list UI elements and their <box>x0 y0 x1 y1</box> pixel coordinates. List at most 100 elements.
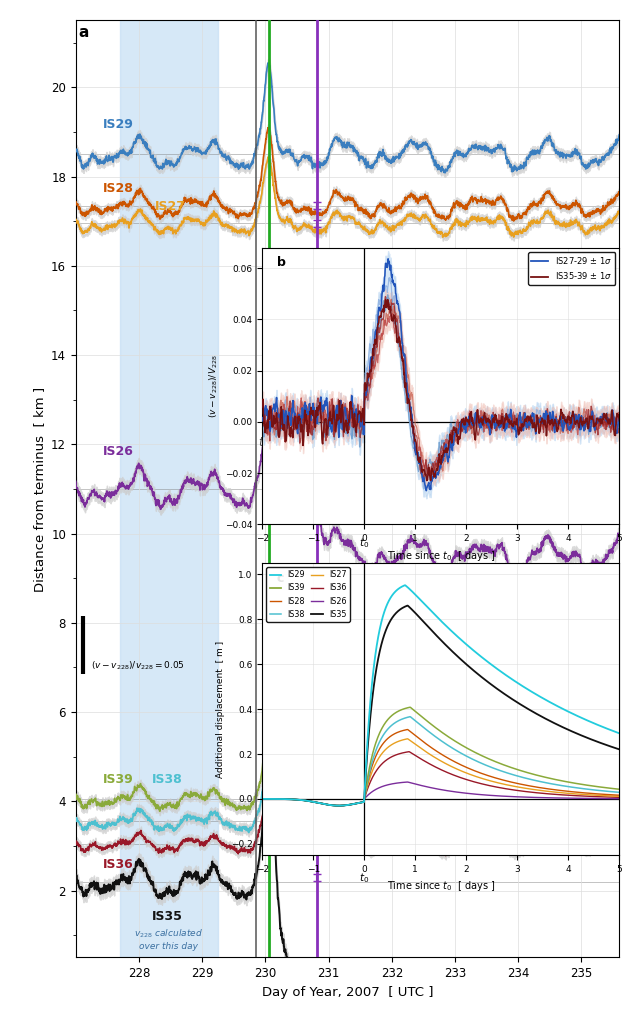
IS26 <box>346 799 354 811</box>
IS29 <box>335 800 343 812</box>
IS35 <box>537 711 545 723</box>
Text: $t_{node}$: $t_{node}$ <box>320 463 347 477</box>
IS39 <box>581 778 589 791</box>
IS35 <box>372 667 379 679</box>
Y-axis label: Additional displacement  [ m ]: Additional displacement [ m ] <box>216 641 225 777</box>
IS36 <box>346 799 354 811</box>
Line: IS36: IS36 <box>262 752 619 806</box>
IS27 <box>494 776 502 788</box>
IS36 <box>494 781 502 794</box>
IS38 <box>537 775 545 787</box>
IS39 <box>346 799 354 811</box>
IS27 <box>258 793 266 805</box>
IS39 <box>372 737 379 750</box>
Text: $t_{peak}$: $t_{peak}$ <box>271 404 298 422</box>
IS38 <box>616 786 623 799</box>
IS39 <box>494 757 502 769</box>
Line: IS28: IS28 <box>262 729 619 806</box>
Text: IS27: IS27 <box>155 200 186 213</box>
IS29 <box>258 793 266 805</box>
Text: $t_0$: $t_0$ <box>359 536 369 550</box>
IS26 <box>258 793 266 805</box>
IS27 <box>537 784 545 797</box>
IS27 <box>335 800 343 812</box>
IS39 <box>335 800 343 812</box>
IS39 <box>360 796 367 808</box>
IS26 <box>360 796 367 808</box>
IS35 <box>335 800 343 812</box>
IS27 <box>581 788 589 801</box>
Text: b: b <box>277 256 286 269</box>
IS28 <box>494 772 502 784</box>
Line: IS29: IS29 <box>262 586 619 806</box>
IS26 <box>537 792 545 804</box>
IS38 <box>406 711 414 723</box>
IS28 <box>372 751 379 763</box>
Text: IS26: IS26 <box>102 445 133 459</box>
Y-axis label: Distance from terminus  [ km ]: Distance from terminus [ km ] <box>33 386 46 592</box>
Text: $v_{228}$ calculated
over this day: $v_{228}$ calculated over this day <box>134 928 204 950</box>
IS35 <box>581 731 589 743</box>
IS35 <box>404 599 411 611</box>
Legend: IS27-29 $\pm$ 1$\sigma$, IS35-39 $\pm$ 1$\sigma$: IS27-29 $\pm$ 1$\sigma$, IS35-39 $\pm$ 1… <box>528 252 615 285</box>
Text: $t_0$: $t_0$ <box>359 871 369 885</box>
X-axis label: Time since $t_0$  [ days ]: Time since $t_0$ [ days ] <box>387 880 495 893</box>
IS28 <box>346 799 354 811</box>
Line: IS27: IS27 <box>262 739 619 806</box>
Line: IS35: IS35 <box>262 605 619 806</box>
IS36 <box>616 792 623 804</box>
IS28 <box>335 800 343 812</box>
IS38 <box>258 793 266 805</box>
IS38 <box>494 764 502 776</box>
IS38 <box>372 744 379 757</box>
IS35 <box>360 796 367 808</box>
IS39 <box>616 783 623 796</box>
IS36 <box>335 800 343 812</box>
IS38 <box>335 800 343 812</box>
Text: $t_0$: $t_0$ <box>258 435 270 451</box>
IS28 <box>404 723 411 735</box>
Text: IS35: IS35 <box>152 909 183 923</box>
IS35 <box>494 683 502 695</box>
IS29 <box>581 714 589 726</box>
IS26 <box>372 783 379 796</box>
Bar <box>120 20 218 957</box>
IS35 <box>258 793 266 805</box>
IS26 <box>404 776 411 788</box>
IS27 <box>346 799 354 811</box>
IS26 <box>335 800 343 812</box>
IS26 <box>616 793 623 805</box>
Y-axis label: $(v-v_{228})/V_{228}$: $(v-v_{228})/V_{228}$ <box>207 354 219 418</box>
IS27 <box>372 758 379 770</box>
IS36 <box>258 793 266 805</box>
IS36 <box>405 745 413 758</box>
IS28 <box>537 781 545 794</box>
IS29 <box>360 796 367 808</box>
IS29 <box>537 691 545 703</box>
IS29 <box>616 727 623 739</box>
IS28 <box>360 796 367 808</box>
IS39 <box>537 770 545 782</box>
Line: IS26: IS26 <box>262 782 619 806</box>
Line: IS39: IS39 <box>262 708 619 806</box>
IS29 <box>494 664 502 676</box>
Text: c: c <box>277 572 284 585</box>
Text: IS29: IS29 <box>102 118 133 131</box>
IS38 <box>346 799 354 811</box>
Text: $(v-v_{228})/v_{228} = 0.05$: $(v-v_{228})/v_{228} = 0.05$ <box>91 659 185 672</box>
IS29 <box>372 646 379 658</box>
Legend: IS29, IS39, IS28, IS38, IS27, IS36, IS26, IS35: IS29, IS39, IS28, IS38, IS27, IS36, IS26… <box>266 567 350 622</box>
IS38 <box>360 796 367 808</box>
X-axis label: Day of Year, 2007  [ UTC ]: Day of Year, 2007 [ UTC ] <box>262 986 434 998</box>
IS27 <box>616 791 623 803</box>
IS35 <box>346 799 354 811</box>
IS28 <box>616 790 623 802</box>
IS28 <box>258 793 266 805</box>
IS26 <box>581 793 589 805</box>
IS26 <box>494 790 502 802</box>
IS38 <box>581 782 589 795</box>
IS36 <box>372 766 379 778</box>
IS39 <box>258 793 266 805</box>
IS29 <box>346 799 354 811</box>
Text: IS38: IS38 <box>152 773 183 786</box>
